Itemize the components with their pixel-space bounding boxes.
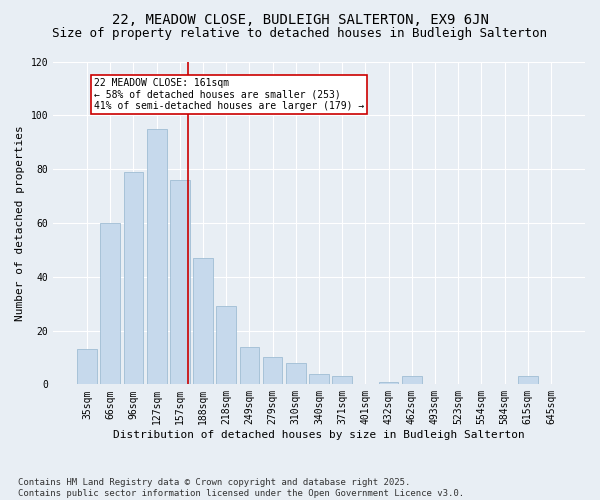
Bar — [217, 306, 236, 384]
Bar — [77, 350, 97, 384]
Bar — [402, 376, 422, 384]
Y-axis label: Number of detached properties: Number of detached properties — [15, 125, 25, 321]
Text: Size of property relative to detached houses in Budleigh Salterton: Size of property relative to detached ho… — [53, 28, 548, 40]
Bar — [263, 358, 283, 384]
Text: Contains HM Land Registry data © Crown copyright and database right 2025.
Contai: Contains HM Land Registry data © Crown c… — [18, 478, 464, 498]
X-axis label: Distribution of detached houses by size in Budleigh Salterton: Distribution of detached houses by size … — [113, 430, 525, 440]
Bar — [193, 258, 213, 384]
Bar — [309, 374, 329, 384]
Text: 22 MEADOW CLOSE: 161sqm
← 58% of detached houses are smaller (253)
41% of semi-d: 22 MEADOW CLOSE: 161sqm ← 58% of detache… — [94, 78, 364, 111]
Bar — [379, 382, 398, 384]
Bar — [170, 180, 190, 384]
Bar — [286, 363, 305, 384]
Bar — [332, 376, 352, 384]
Bar — [124, 172, 143, 384]
Bar — [100, 223, 120, 384]
Bar — [147, 129, 167, 384]
Text: 22, MEADOW CLOSE, BUDLEIGH SALTERTON, EX9 6JN: 22, MEADOW CLOSE, BUDLEIGH SALTERTON, EX… — [112, 12, 488, 26]
Bar — [518, 376, 538, 384]
Bar — [239, 346, 259, 385]
